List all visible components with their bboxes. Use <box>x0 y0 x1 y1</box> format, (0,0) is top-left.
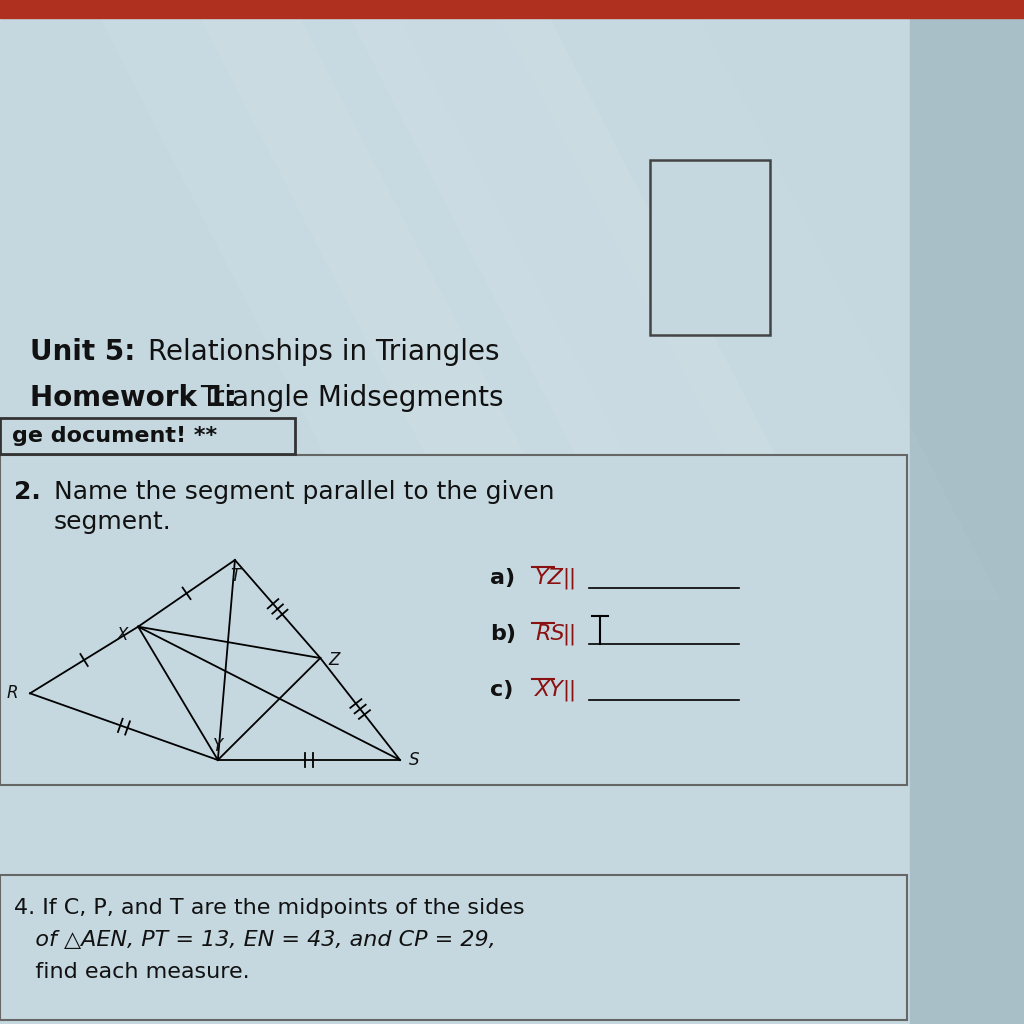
Polygon shape <box>350 18 850 600</box>
Bar <box>0 0 1024 18</box>
Text: of △AEN, PT = 13, EN = 43, and CP = 29,: of △AEN, PT = 13, EN = 43, and CP = 29, <box>14 930 496 950</box>
Text: Relationships in Triangles: Relationships in Triangles <box>148 338 500 366</box>
Text: R: R <box>6 684 17 702</box>
Text: segment.: segment. <box>54 510 172 534</box>
Text: ||: || <box>562 624 575 645</box>
Text: X: X <box>117 626 128 644</box>
Bar <box>0 874 907 1020</box>
Text: c): c) <box>490 680 513 700</box>
Polygon shape <box>100 18 600 600</box>
Text: T: T <box>229 567 240 585</box>
Text: Name the segment parallel to the given: Name the segment parallel to the given <box>54 480 555 504</box>
Text: b): b) <box>490 624 516 644</box>
Text: Y: Y <box>213 737 223 755</box>
Text: ge document! **: ge document! ** <box>12 426 217 446</box>
Text: Triangle Midsegments: Triangle Midsegments <box>200 384 504 412</box>
Bar <box>0 418 295 454</box>
Text: ||: || <box>562 567 575 589</box>
Text: 2.: 2. <box>14 480 41 504</box>
Bar <box>0 455 907 785</box>
Bar <box>650 160 770 335</box>
Text: YZ: YZ <box>535 568 564 588</box>
Text: XY: XY <box>535 680 564 700</box>
Text: a): a) <box>490 568 515 588</box>
Text: RS: RS <box>535 624 564 644</box>
Text: Homework 1:: Homework 1: <box>30 384 237 412</box>
Text: find each measure.: find each measure. <box>14 962 250 982</box>
Bar <box>910 18 1024 1024</box>
Text: S: S <box>409 751 419 769</box>
Bar <box>0 18 910 1024</box>
Text: Z: Z <box>329 651 340 669</box>
Text: ||: || <box>562 679 575 700</box>
Text: Unit 5:: Unit 5: <box>30 338 135 366</box>
Text: 4. If C, P, and T are the midpoints of the sides: 4. If C, P, and T are the midpoints of t… <box>14 898 524 918</box>
